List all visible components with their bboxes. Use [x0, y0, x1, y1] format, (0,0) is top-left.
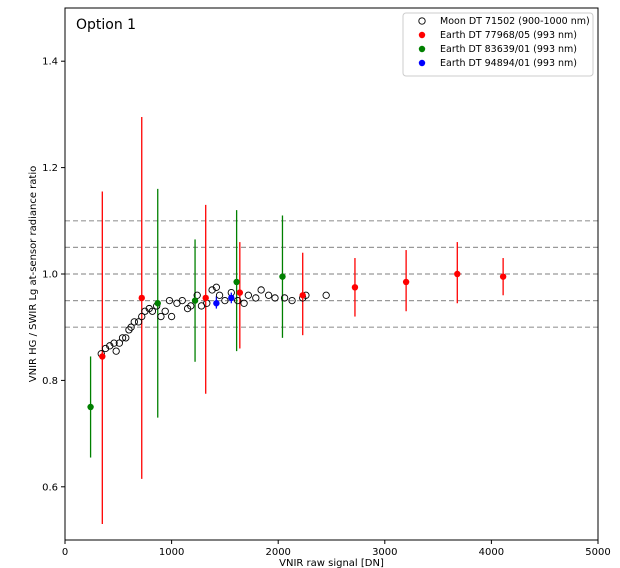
- data-point: [165, 296, 174, 305]
- x-tick-label: 2000: [265, 547, 290, 558]
- legend-label: Earth DT 94894/01 (993 nm): [440, 58, 577, 69]
- y-tick-label: 1.0: [42, 270, 58, 281]
- data-point: [99, 353, 106, 360]
- legend-label: Moon DT 71502 (900-1000 nm): [440, 16, 590, 27]
- data-point: [127, 323, 135, 331]
- data-point: [252, 294, 260, 302]
- legend-marker: [418, 31, 426, 39]
- data-point: [191, 297, 199, 304]
- x-tick-label: 0: [62, 547, 68, 558]
- data-point: [221, 296, 229, 305]
- data-point: [233, 278, 240, 286]
- data-point: [118, 334, 127, 342]
- data-point: [154, 300, 161, 307]
- data-point: [271, 294, 279, 302]
- x-tick-label: 3000: [372, 547, 397, 558]
- legend-label: Earth DT 83639/01 (993 nm): [440, 44, 577, 55]
- legend-label: Earth DT 77968/05 (993 nm): [440, 30, 577, 41]
- data-point: [234, 296, 242, 305]
- data-point: [112, 347, 120, 355]
- data-point: [187, 302, 195, 310]
- y-tick-label: 0.8: [42, 376, 58, 387]
- data-point: [130, 318, 138, 326]
- data-point: [288, 296, 296, 305]
- legend: Moon DT 71502 (900-1000 nm) Earth DT 7796…: [402, 12, 594, 77]
- data-point: [228, 294, 235, 302]
- y-tick-label: 1.2: [42, 163, 58, 174]
- data-point: [299, 292, 306, 299]
- data-point: [138, 312, 146, 321]
- data-point: [454, 270, 461, 278]
- legend-marker: [418, 45, 426, 53]
- legend-marker: [418, 59, 426, 67]
- data-point: [148, 307, 157, 315]
- data-point: [402, 278, 410, 286]
- data-point: [264, 291, 273, 299]
- data-point: [213, 300, 220, 307]
- chart-title: Option 1: [76, 17, 136, 33]
- data-point: [157, 312, 165, 321]
- data-point: [499, 273, 507, 280]
- x-tick-label: 5000: [585, 547, 610, 558]
- data-point: [202, 294, 209, 302]
- data-point: [122, 334, 130, 342]
- data-point: [115, 339, 124, 347]
- data-point: [280, 294, 289, 302]
- data-point: [138, 294, 145, 302]
- y-axis-label: VNIR HG / SWIR Lg at-sensor radiance rat…: [28, 166, 39, 383]
- reference-lines: [65, 220, 598, 328]
- data-point: [279, 273, 286, 280]
- data-point: [351, 284, 359, 291]
- axes: 0 1000 2000 3000 4000 5000 0.6 0.8 1.0 1.2 1.4: [42, 57, 611, 558]
- data-point: [178, 296, 186, 305]
- data-point: [134, 318, 143, 326]
- legend-entries: Moon DT 71502 (900-1000 nm) Earth DT 7796…: [418, 16, 590, 69]
- data-point: [212, 283, 221, 291]
- data-point: [322, 291, 330, 299]
- plot-data: [87, 117, 507, 525]
- x-tick-label: 1000: [159, 547, 184, 558]
- data-point: [167, 312, 176, 321]
- y-tick-label: 1.4: [42, 57, 58, 68]
- legend-marker: [418, 17, 426, 25]
- y-tick-label: 0.6: [42, 482, 58, 493]
- data-point: [87, 403, 94, 411]
- data-point: [240, 299, 248, 307]
- data-point: [236, 289, 244, 296]
- legend-box: [402, 12, 594, 77]
- data-point: [244, 291, 253, 299]
- data-point: [257, 286, 265, 294]
- data-point: [110, 339, 118, 347]
- x-tick-label: 4000: [479, 547, 504, 558]
- data-point: [215, 291, 224, 299]
- x-axis-label: VNIR raw signal [DN]: [279, 558, 384, 568]
- data-point: [203, 299, 211, 307]
- data-point: [161, 307, 169, 315]
